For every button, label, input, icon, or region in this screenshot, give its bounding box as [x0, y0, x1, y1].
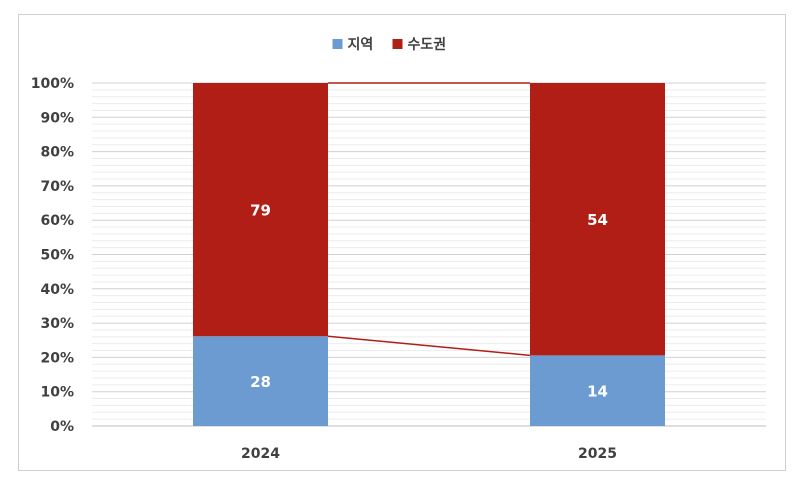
y-tick-label: 10%	[40, 385, 74, 401]
legend-swatch	[392, 39, 403, 49]
data-label: 14	[587, 383, 608, 401]
legend: 지역 수도권	[332, 36, 447, 53]
data-label: 54	[587, 211, 608, 229]
x-tick-label: 2025	[578, 446, 617, 462]
bar-segment	[530, 83, 665, 356]
bar-segment	[193, 336, 328, 426]
y-tick-label: 80%	[40, 145, 74, 161]
y-tick-label: 60%	[40, 213, 74, 229]
bar-group	[193, 83, 665, 426]
y-tick-label: 0%	[50, 419, 74, 435]
y-axis: 0% 10% 20% 30% 40% 50% 60% 70% 80% 90% 100%	[31, 76, 74, 435]
bar-segment	[530, 355, 665, 426]
y-tick-label: 40%	[40, 282, 74, 298]
data-label: 79	[250, 202, 271, 220]
y-tick-label: 20%	[40, 350, 74, 366]
y-tick-label: 70%	[40, 179, 74, 195]
series-lines	[327, 82, 531, 357]
legend-label: 수도권	[408, 37, 447, 53]
bar-segment	[193, 83, 328, 337]
x-tick-label: 2024	[241, 446, 280, 462]
series-line	[327, 335, 531, 357]
y-tick-label: 90%	[40, 110, 74, 126]
legend-label: 지역	[348, 36, 374, 53]
data-label: 28	[250, 373, 271, 391]
data-labels: 28 79 14 54	[250, 202, 608, 401]
y-tick-label: 30%	[40, 316, 74, 332]
x-axis: 2024 2025	[241, 446, 617, 462]
y-tick-label: 50%	[40, 248, 74, 264]
y-tick-label: 100%	[31, 76, 74, 92]
legend-swatch	[332, 39, 343, 49]
